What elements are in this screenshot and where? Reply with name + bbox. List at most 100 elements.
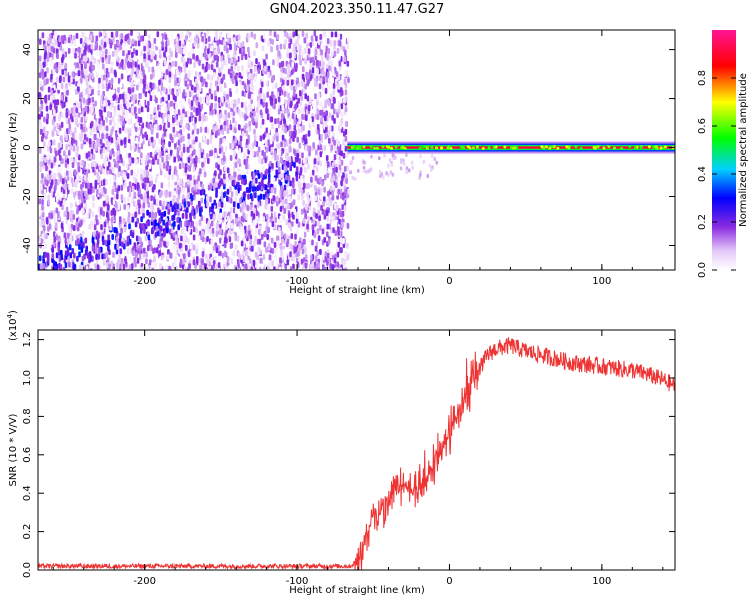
heatmap-cell (39, 81, 42, 88)
heatmap-cell (38, 31, 41, 38)
heatmap-cell (331, 162, 335, 169)
heatmap-cell (266, 220, 269, 227)
heatmap-cell (275, 169, 278, 176)
heatmap-cell (200, 76, 203, 83)
heatmap-cell (200, 103, 204, 110)
heatmap-cell (185, 49, 188, 56)
heatmap-cell (321, 254, 325, 260)
heatmap-cell (203, 78, 206, 85)
heatmap-cell (108, 111, 111, 118)
heatmap-cell (290, 84, 293, 91)
heatmap-cell (156, 146, 159, 153)
heatmap-cell (298, 118, 302, 124)
heatmap-cell (45, 217, 49, 224)
heatmap-cell (189, 67, 193, 73)
heatmap-cell (166, 221, 169, 228)
heatmap-cell (224, 236, 227, 243)
heatmap-cell (61, 102, 64, 109)
heatmap-cell (293, 162, 296, 168)
heatmap-cell (57, 129, 60, 136)
heatmap-cell (220, 117, 223, 124)
heatmap-cell (312, 142, 315, 149)
heatmap-cell (157, 125, 160, 131)
heatmap-cell (66, 232, 70, 239)
heatmap-cell (92, 126, 96, 133)
heatmap-cell (246, 205, 250, 212)
heatmap-cell (64, 237, 68, 244)
heatmap-cell (165, 165, 169, 172)
heatmap-cell (117, 77, 121, 84)
heatmap-cell (74, 52, 77, 59)
heatmap-cell (122, 252, 125, 259)
heatmap-cell (190, 84, 194, 91)
heatmap-cell (301, 248, 305, 255)
heatmap-cell (179, 250, 183, 257)
heatmap-cell (346, 165, 349, 172)
heatmap-cell (268, 145, 272, 152)
heatmap-cell (169, 252, 173, 259)
heatmap-cell (234, 120, 238, 127)
heatmap-cell (339, 123, 342, 130)
heatmap-cell (223, 250, 227, 257)
heatmap-cell (322, 200, 325, 207)
heatmap-cell (140, 50, 143, 57)
heatmap-cell (207, 48, 210, 55)
heatmap-cell (151, 186, 155, 193)
heatmap-cell (98, 77, 101, 84)
heatmap-cell (331, 131, 335, 138)
heatmap-cell (189, 243, 192, 250)
heatmap-cell (326, 252, 330, 259)
heatmap-cell (282, 85, 286, 92)
heatmap-cell (327, 100, 331, 107)
heatmap-cell (52, 260, 56, 267)
heatmap-cell (302, 66, 305, 73)
heatmap-cell (308, 69, 312, 76)
heatmap-cell (64, 70, 68, 77)
heatmap-cell (163, 210, 167, 217)
heatmap-cell (274, 82, 278, 89)
heatmap-cell (332, 175, 336, 182)
heatmap-cell (341, 210, 345, 217)
heatmap-cell (290, 244, 294, 250)
heatmap-cell (86, 252, 90, 259)
heatmap-cell (283, 184, 287, 191)
heatmap-cell (146, 61, 149, 68)
heatmap-cell (249, 51, 253, 57)
heatmap-cell (40, 155, 44, 162)
heatmap-cell (164, 46, 168, 53)
heatmap-cell (51, 225, 54, 232)
heatmap-cell (38, 124, 41, 131)
heatmap-cell (38, 72, 42, 79)
heatmap-cell (158, 49, 162, 56)
heatmap-cell (269, 138, 273, 145)
heatmap-cell (126, 267, 129, 270)
heatmap-cell (50, 45, 54, 52)
heatmap-cell (209, 82, 213, 89)
heatmap-cell (199, 240, 203, 247)
heatmap-cell (334, 145, 337, 152)
heatmap-cell (85, 99, 88, 106)
heatmap-cell (107, 240, 110, 247)
heatmap-cell (216, 40, 220, 46)
heatmap-cell (124, 115, 128, 121)
heatmap-cell (208, 88, 212, 95)
heatmap-cell (300, 223, 303, 230)
heatmap-cell (160, 71, 164, 78)
heatmap-cell (153, 107, 157, 113)
heatmap-cell (278, 81, 282, 87)
heatmap-cell (131, 86, 135, 93)
heatmap-cell (91, 160, 95, 167)
heatmap-cell (320, 55, 324, 62)
heatmap-cell (225, 60, 228, 67)
heatmap-cell (142, 78, 146, 85)
heatmap-cell (279, 189, 283, 196)
heatmap-cell (53, 55, 57, 62)
heatmap-cell (215, 191, 218, 198)
heatmap-cell (97, 141, 100, 148)
heatmap-cell (251, 85, 254, 91)
heatmap-cell (100, 94, 104, 101)
heatmap-cell (109, 42, 113, 49)
heatmap-cell (293, 118, 297, 125)
heatmap-cell (143, 227, 146, 234)
